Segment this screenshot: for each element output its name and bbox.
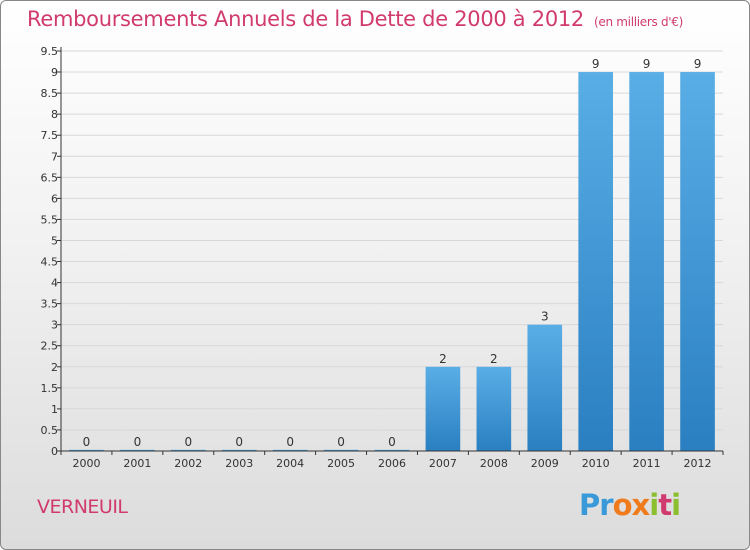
x-tick-label: 2008 <box>480 457 508 470</box>
data-label-2006: 0 <box>388 435 396 449</box>
bar-2001 <box>120 449 155 451</box>
bar-2007 <box>425 366 461 451</box>
bar-2011 <box>629 72 664 451</box>
data-label-2007: 2 <box>439 352 447 366</box>
proxiti-logo: Proxiti <box>579 488 681 522</box>
logo-letter: i <box>671 488 681 522</box>
logo-letter: o <box>612 488 633 522</box>
y-tick-label: 5.5 <box>41 213 59 226</box>
x-tick-label: 2009 <box>531 457 559 470</box>
bar-2009 <box>527 324 563 451</box>
logo-letter: x <box>631 488 651 522</box>
y-tick-label: 1.5 <box>41 382 59 395</box>
y-tick-label: 6 <box>51 192 58 205</box>
y-tick-label: 8.5 <box>41 87 59 100</box>
x-tick-label: 2000 <box>72 457 100 470</box>
bar-2000 <box>69 449 104 451</box>
chart-title: Remboursements Annuels de la Dette de 20… <box>27 7 683 31</box>
y-tick-label: 2 <box>51 361 58 374</box>
chart-subtitle: (en milliers d'€) <box>594 15 684 29</box>
y-tick-label: 7 <box>51 150 58 163</box>
data-label-2001: 0 <box>134 435 142 449</box>
bar-2008 <box>476 366 512 451</box>
bar-2004 <box>272 449 308 451</box>
x-tick-label: 2012 <box>684 457 712 470</box>
x-tick-label: 2010 <box>582 457 610 470</box>
y-tick-label: 5 <box>51 234 58 247</box>
commune-name: VERNEUIL <box>37 496 128 518</box>
y-tick-label: 2.5 <box>41 340 59 353</box>
data-labels: 0 0 0 0 0 0 0 2 2 3 9 9 9 <box>83 57 702 449</box>
x-tick-label: 2005 <box>327 457 355 470</box>
bar-2003 <box>221 449 257 451</box>
x-tick-label: 2002 <box>174 457 202 470</box>
x-tick-label: 2004 <box>276 457 304 470</box>
bar-2002 <box>170 449 206 451</box>
grid-lines <box>61 50 723 431</box>
logo-letter: i <box>649 488 659 522</box>
y-tick-label: 7.5 <box>41 129 59 142</box>
x-tick-label: 2006 <box>378 457 406 470</box>
logo-letter: P <box>579 488 600 522</box>
logo-letter: r <box>599 488 613 522</box>
bar-2006 <box>374 449 410 451</box>
y-tick-label: 8 <box>51 108 58 121</box>
y-tick-label: 3.5 <box>41 298 59 311</box>
x-tick-label: 2007 <box>429 457 457 470</box>
x-tick-label: 2011 <box>633 457 661 470</box>
y-tick-label: 4.5 <box>41 256 59 269</box>
y-tick-label: 6.5 <box>41 171 59 184</box>
bar-2005 <box>323 449 359 451</box>
data-label-2004: 0 <box>286 435 294 449</box>
data-label-2010: 9 <box>592 57 600 71</box>
x-tick-label: 2003 <box>225 457 253 470</box>
data-label-2011: 9 <box>643 57 651 71</box>
data-label-2009: 3 <box>541 310 549 324</box>
chart-title-text: Remboursements Annuels de la Dette de 20… <box>27 7 584 31</box>
data-label-2003: 0 <box>235 435 243 449</box>
bar-2010 <box>578 72 614 451</box>
data-label-2000: 0 <box>83 435 91 449</box>
y-tick-label: 9 <box>51 66 58 79</box>
axes: 0 0.5 1 1.5 2 2.5 3 3.5 4 4.5 5 5.5 6 6.5 7 7.5 8 8.5 9 9.5… <box>41 45 724 470</box>
y-tick-label: 4 <box>51 277 58 290</box>
y-tick-label: 0 <box>51 445 58 458</box>
y-tick-label: 0.5 <box>41 424 59 437</box>
logo-letter: t <box>658 488 672 522</box>
data-label-2012: 9 <box>694 57 702 71</box>
y-tick-label: 9.5 <box>41 45 59 58</box>
x-tick-label: 2001 <box>123 457 151 470</box>
bar-2012 <box>680 72 715 451</box>
bars <box>69 72 715 451</box>
y-tick-label: 3 <box>51 319 58 332</box>
y-tick-label: 1 <box>51 403 58 416</box>
data-label-2002: 0 <box>184 435 192 449</box>
data-label-2005: 0 <box>337 435 345 449</box>
data-label-2008: 2 <box>490 352 498 366</box>
